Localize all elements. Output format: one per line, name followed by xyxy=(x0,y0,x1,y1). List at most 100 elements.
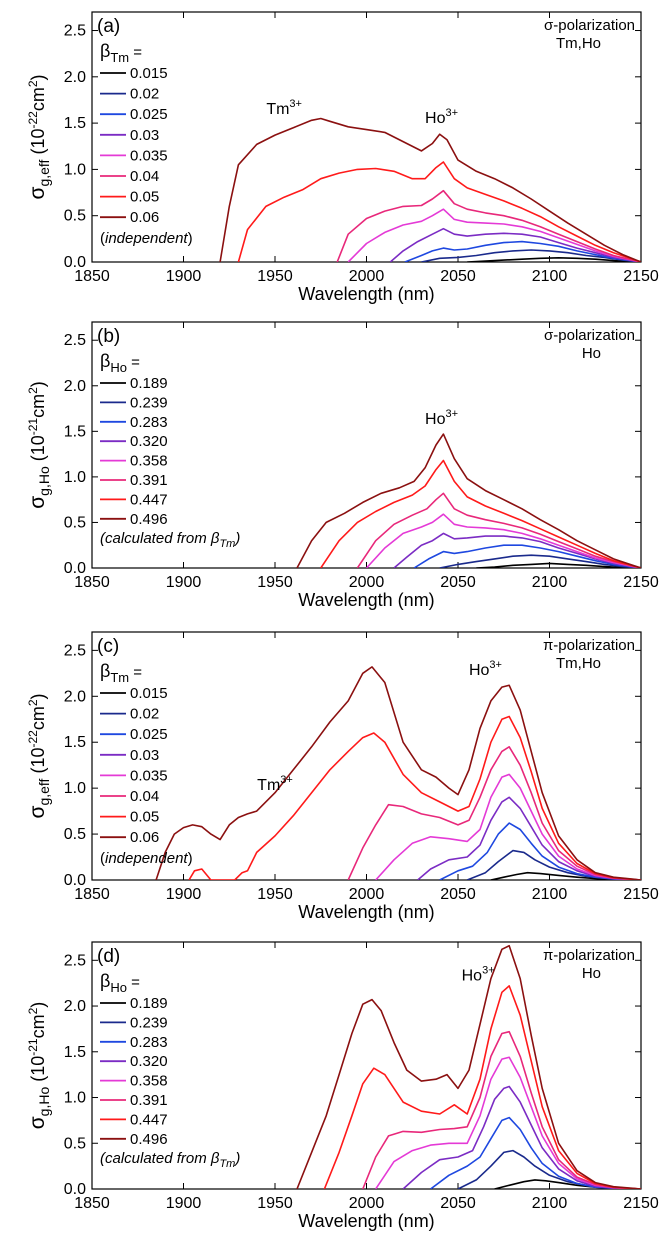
series-line-0.358 xyxy=(375,1056,641,1189)
legend-label: 0.02 xyxy=(130,86,159,103)
legend-label: 0.358 xyxy=(130,1073,168,1090)
legend-label: 0.025 xyxy=(130,726,168,743)
x-tick-label: 2100 xyxy=(532,886,568,903)
y-axis-title: σg,eff (10-22cm2) xyxy=(26,74,52,199)
legend-label: 0.239 xyxy=(130,1014,168,1031)
legend-label: 0.496 xyxy=(130,1131,168,1148)
y-tick-label: 0.0 xyxy=(64,1181,86,1198)
legend-note: (independent) xyxy=(100,850,193,867)
y-axis-title: σg,Ho (10-21cm2) xyxy=(26,381,52,509)
panel-a: 1850 1900 1950 2000 2050 2100 2150 0.0 0.5 1.0 1.5… xyxy=(26,11,659,304)
legend-label: 0.025 xyxy=(130,106,168,123)
x-tick-label: 1850 xyxy=(74,268,110,285)
x-tick-label: 2000 xyxy=(349,574,385,591)
series-line-0.03 xyxy=(417,796,641,880)
ion-annotation: Ho3+ xyxy=(469,659,502,679)
y-tick-label: 0.5 xyxy=(64,826,86,843)
y-tick-label: 0.0 xyxy=(64,560,86,577)
y-tick-label: 2.0 xyxy=(64,69,86,86)
legend-label: 0.05 xyxy=(130,809,159,826)
panel-label: (d) xyxy=(97,946,120,967)
panel-label: (a) xyxy=(97,16,120,37)
legend-label: 0.239 xyxy=(130,394,168,411)
x-tick-label: 1950 xyxy=(257,574,293,591)
legend-label: 0.035 xyxy=(130,767,168,784)
series-line-0.391 xyxy=(356,492,641,568)
legend-label: 0.283 xyxy=(130,414,168,431)
panel-b: 1850 1900 1950 2000 2050 2100 2150 0.0 0.5 1.0 1.5… xyxy=(26,321,659,610)
x-axis-title: Wavelength (nm) xyxy=(298,590,434,610)
series-lines xyxy=(296,433,641,568)
series-line-0.05 xyxy=(237,161,641,262)
x-tick-label: 2100 xyxy=(532,574,568,591)
series-line-0.239 xyxy=(439,554,641,568)
y-tick-label: 2.5 xyxy=(64,23,86,40)
y-tick-label: 0.0 xyxy=(64,254,86,271)
polarization-label: σ-polarization xyxy=(544,17,635,34)
legend-label: 0.04 xyxy=(130,788,159,805)
y-tick-label: 1.5 xyxy=(64,1044,86,1061)
ion-annotation: Tm3+ xyxy=(266,98,302,118)
legend-label: 0.06 xyxy=(130,829,159,846)
legend-note: (independent) xyxy=(100,230,193,247)
y-tick-label: 0.5 xyxy=(64,1135,86,1152)
y-tick-label: 1.0 xyxy=(64,1090,86,1107)
legend-label: 0.035 xyxy=(130,147,168,164)
legend-label: 0.391 xyxy=(130,472,168,489)
x-tick-label: 2150 xyxy=(623,574,659,591)
series-line-0.06 xyxy=(219,117,641,262)
series-line-0.035 xyxy=(375,773,641,880)
y-tick-label: 2.5 xyxy=(64,332,86,349)
legend-label: 0.015 xyxy=(130,685,168,702)
series-lines xyxy=(219,117,641,262)
series-line-0.03 xyxy=(389,227,641,262)
y-axis-title: σg,eff (10-22cm2) xyxy=(26,693,52,818)
series-lines xyxy=(296,944,641,1189)
legend-label: 0.189 xyxy=(130,995,168,1012)
legend-label: 0.320 xyxy=(130,1053,168,1070)
y-tick-label: 2.5 xyxy=(64,642,86,659)
series-lines xyxy=(155,666,641,880)
ion-annotation: Ho3+ xyxy=(425,107,458,127)
x-tick-label: 2100 xyxy=(532,1195,568,1212)
y-tick-label: 0.5 xyxy=(64,514,86,531)
series-line-0.05 xyxy=(188,715,641,880)
series-line-0.035 xyxy=(347,208,641,262)
panel-d: 1850 1900 1950 2000 2050 2100 2150 0.0 0.5 1.0 1.5… xyxy=(26,941,659,1231)
series-line-0.06 xyxy=(155,666,641,880)
y-tick-label: 0.0 xyxy=(64,872,86,889)
series-line-0.496 xyxy=(296,944,641,1189)
legend-label: 0.358 xyxy=(130,453,168,470)
polarization-label: π-polarization xyxy=(543,637,635,654)
x-tick-label: 1950 xyxy=(257,886,293,903)
x-tick-label: 2000 xyxy=(349,1195,385,1212)
legend-title: βTm = xyxy=(100,661,142,685)
x-tick-label: 2000 xyxy=(349,886,385,903)
series-line-0.447 xyxy=(320,459,641,568)
legend-label: 0.189 xyxy=(130,375,168,392)
polarization-label: Ho xyxy=(582,965,601,982)
y-tick-label: 2.5 xyxy=(64,952,86,969)
x-tick-label: 2050 xyxy=(440,268,476,285)
legend-label: 0.391 xyxy=(130,1092,168,1109)
legend-label: 0.283 xyxy=(130,1034,168,1051)
x-tick-label: 2150 xyxy=(623,268,659,285)
x-tick-label: 2050 xyxy=(440,1195,476,1212)
y-tick-label: 1.5 xyxy=(64,115,86,132)
legend-label: 0.447 xyxy=(130,491,168,508)
legend-note: (calculated from βTm) xyxy=(100,530,240,550)
series-line-0.320 xyxy=(402,1085,641,1189)
ion-annotation: Ho3+ xyxy=(462,964,495,984)
series-line-0.02 xyxy=(421,249,641,262)
legend-title: βHo = xyxy=(100,971,140,995)
y-tick-label: 2.0 xyxy=(64,378,86,395)
x-tick-label: 2100 xyxy=(532,268,568,285)
x-tick-label: 1850 xyxy=(74,886,110,903)
series-line-0.04 xyxy=(347,746,641,880)
legend-label: 0.447 xyxy=(130,1111,168,1128)
legend-label: 0.02 xyxy=(130,706,159,723)
x-tick-label: 1900 xyxy=(166,574,202,591)
series-line-0.015 xyxy=(467,257,641,262)
series-line-0.496 xyxy=(296,433,641,568)
series-line-0.015 xyxy=(490,871,641,880)
